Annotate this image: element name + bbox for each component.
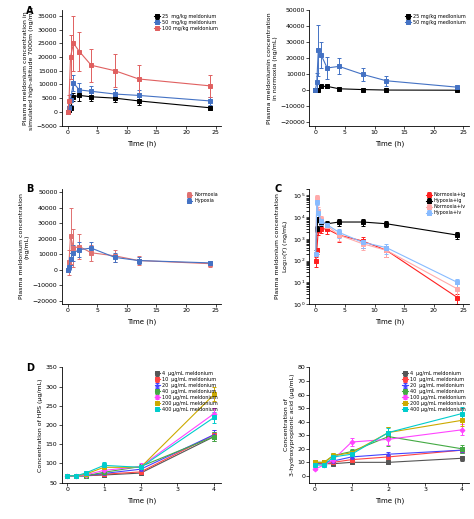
- Legend: 4  μg/mL meldonium, 10  μg/mL meldonium, 20  μg/mL meldonium, 40  μg/mL meldoniu: 4 μg/mL meldonium, 10 μg/mL meldonium, 2…: [401, 370, 467, 413]
- Y-axis label: Plasma meldoniumin concentration
in normoxia (ng/mL): Plasma meldoniumin concentration in norm…: [267, 12, 278, 124]
- Legend: 25  mg/kg meldonium, 50  mg/kg meldonium, 100 mg/kg meldonium: 25 mg/kg meldonium, 50 mg/kg meldonium, …: [154, 13, 219, 32]
- Y-axis label: Concentration of HPS (μg/mL): Concentration of HPS (μg/mL): [38, 378, 43, 472]
- Legend: Normoxia+ig, Hypoxia+ig, Normoxia+iv, Hypoxia+iv: Normoxia+ig, Hypoxia+ig, Normoxia+iv, Hy…: [425, 192, 467, 216]
- X-axis label: Time (h): Time (h): [127, 497, 156, 504]
- X-axis label: Time (h): Time (h): [375, 140, 404, 147]
- Legend: 4  μg/mL meldonium, 10  μg/mL meldonium, 20  μg/mL meldonium, 40  μg/mL meldoniu: 4 μg/mL meldonium, 10 μg/mL meldonium, 2…: [154, 370, 219, 413]
- Text: A: A: [27, 6, 34, 16]
- Text: C: C: [274, 184, 282, 194]
- X-axis label: Time (h): Time (h): [375, 319, 404, 325]
- Text: D: D: [27, 363, 35, 373]
- Y-axis label: Plasma meldonium concentration in
simulated high-altitude 7000m (ng/mL): Plasma meldonium concentration in simula…: [23, 6, 34, 130]
- X-axis label: Time (h): Time (h): [375, 497, 404, 504]
- Y-axis label: Concentration of
3-hydroxypropionic acid (μg/mL): Concentration of 3-hydroxypropionic acid…: [284, 374, 294, 476]
- Legend: Normoxia, Hypoxia: Normoxia, Hypoxia: [186, 192, 219, 204]
- Legend: 25 mg/kg medlonium, 50 mg/kg medlonium: 25 mg/kg medlonium, 50 mg/kg medlonium: [404, 13, 467, 26]
- Y-axis label: Plasma meldonium concentration
Log$_{10}$(Y) (ng/mL): Plasma meldonium concentration Log$_{10}…: [275, 194, 290, 299]
- Y-axis label: Plasma meldonium concentration
(ng/mL): Plasma meldonium concentration (ng/mL): [19, 194, 30, 299]
- X-axis label: Time (h): Time (h): [127, 319, 156, 325]
- X-axis label: Time (h): Time (h): [127, 140, 156, 147]
- Text: B: B: [27, 184, 34, 194]
